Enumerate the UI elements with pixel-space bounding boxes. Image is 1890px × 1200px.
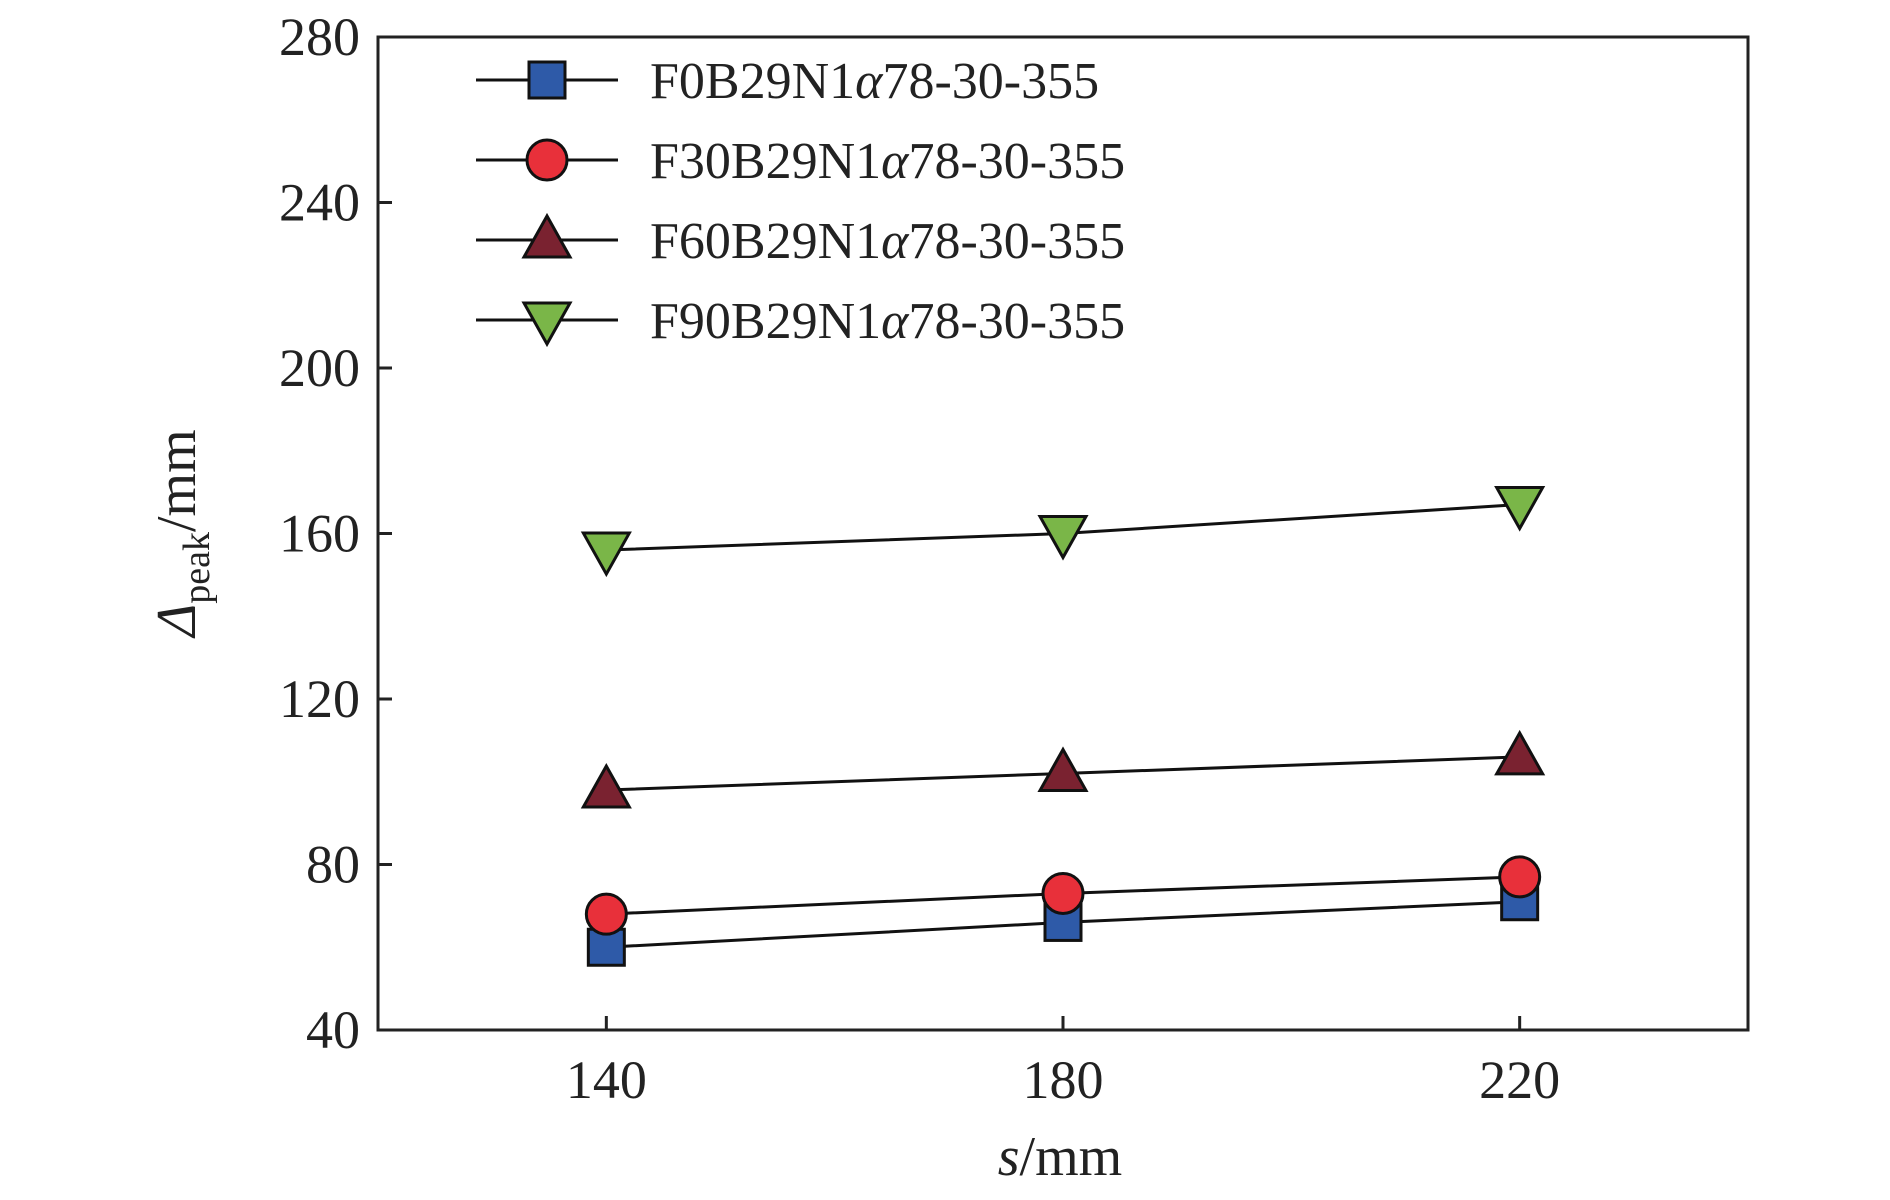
legend-item: F30B29N1α78-30-355 <box>476 133 1125 190</box>
legend-label: F0B29N1α78-30-355 <box>650 53 1099 110</box>
data-point <box>1494 486 1546 532</box>
x-axis-title: s/mm <box>998 1126 1122 1188</box>
legend-marker <box>521 301 573 348</box>
data-point <box>1037 515 1089 561</box>
legend-marker <box>527 60 567 100</box>
y-tick-label: 280 <box>279 7 360 67</box>
legend-label: F60B29N1α78-30-355 <box>650 213 1125 270</box>
legend-label: F90B29N1α78-30-355 <box>650 293 1125 350</box>
legend: F0B29N1α78-30-355 F30B29N1α78-30-355 F60B2… <box>476 53 1125 350</box>
y-tick-label: 120 <box>279 669 360 729</box>
y-axis-title: Δpeak/mm <box>146 429 218 638</box>
series-3 <box>580 486 1546 578</box>
data-point <box>580 762 632 809</box>
legend-item: F0B29N1α78-30-355 <box>476 53 1099 110</box>
legend-marker <box>525 138 569 182</box>
legend-item: F60B29N1α78-30-355 <box>476 212 1125 270</box>
legend-marker <box>521 212 573 259</box>
x-tick-label: 220 <box>1479 1050 1560 1110</box>
legend-label: F30B29N1α78-30-355 <box>650 133 1125 190</box>
series-2 <box>580 729 1546 809</box>
series-layer <box>580 486 1546 967</box>
data-point <box>1494 729 1546 776</box>
x-tick-label: 180 <box>1023 1050 1104 1110</box>
y-tick-label: 240 <box>279 173 360 233</box>
y-axis: 40 80 120 160 200 240 280 <box>279 7 392 1060</box>
y-tick-label: 40 <box>306 1000 360 1060</box>
y-tick-label: 80 <box>306 835 360 895</box>
x-axis: 140 180 220 <box>566 1016 1560 1110</box>
legend-item: F90B29N1α78-30-355 <box>476 293 1125 350</box>
series-1 <box>584 855 1542 936</box>
data-point <box>1041 871 1085 915</box>
y-tick-label: 160 <box>279 504 360 564</box>
data-point <box>1498 855 1542 899</box>
data-point <box>584 892 628 936</box>
data-point <box>1037 746 1089 792</box>
y-tick-label: 200 <box>279 338 360 398</box>
data-point <box>580 531 632 578</box>
data-point <box>586 927 626 967</box>
x-tick-label: 140 <box>566 1050 647 1110</box>
